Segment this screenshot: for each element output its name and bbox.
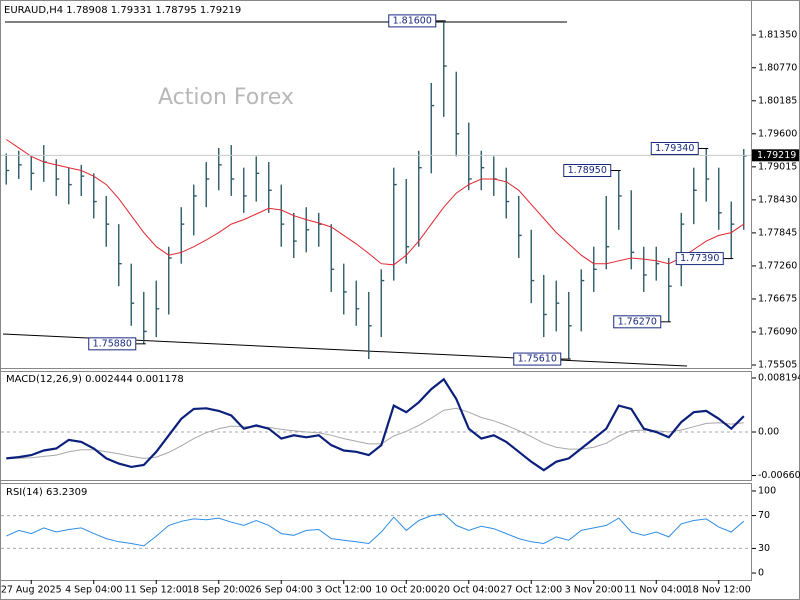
x-tick-label: 27 Aug 2025 xyxy=(1,585,62,596)
y-tick-label: 1.80770 xyxy=(758,62,797,73)
x-tick-label: 10 Oct 20:00 xyxy=(375,585,437,596)
macd-line xyxy=(6,377,745,472)
x-tick-label: 26 Sep 04:00 xyxy=(250,585,313,596)
watermark: Action Forex xyxy=(158,85,294,110)
x-tick-label: 20 Oct 04:00 xyxy=(438,585,500,596)
rsi-panel xyxy=(0,483,752,581)
annotation-label: 1.78950 xyxy=(568,165,607,176)
price-title: EURAUD,H4 1.78908 1.79331 1.78795 1.7921… xyxy=(4,5,241,16)
y-tick-label: 1.77845 xyxy=(758,227,797,238)
y-tick-label: 1.81350 xyxy=(758,30,797,41)
x-tick-label: 11 Sep 12:00 xyxy=(125,585,188,596)
macd-line xyxy=(6,407,744,459)
price-panel xyxy=(0,0,752,369)
y-tick-label: 30 xyxy=(758,543,770,554)
annotation-label: 1.76270 xyxy=(618,316,657,327)
annotation-label: 1.79340 xyxy=(655,143,694,154)
y-tick-label: 70 xyxy=(758,510,770,521)
x-tick-label: 11 Nov 04:00 xyxy=(624,585,688,596)
x-tick-label: 3 Oct 12:00 xyxy=(316,585,372,596)
x-tick-label: 18 Sep 20:00 xyxy=(187,585,250,596)
annotation-box xyxy=(388,14,437,28)
y-tick-label: 1.76090 xyxy=(758,326,797,337)
annotation-label: 1.75880 xyxy=(93,338,132,349)
annotation-label: 1.77390 xyxy=(680,253,719,264)
y-tick-label: 1.78430 xyxy=(758,194,797,205)
annotation-box xyxy=(675,252,724,266)
y-tick-label: 1.79015 xyxy=(758,161,797,172)
y-tick-label: 1.75505 xyxy=(758,360,797,371)
y-tick-label: 0 xyxy=(758,568,764,579)
y-tick-label: 1.80185 xyxy=(758,95,797,106)
annotation-box xyxy=(650,141,699,155)
annotation-box xyxy=(613,315,662,329)
y-tick-label: 1.76675 xyxy=(758,293,797,304)
macd-title: MACD(12,26,9) 0.002444 0.001178 xyxy=(6,374,184,385)
last-price-box xyxy=(752,149,799,162)
y-tick-label: 100 xyxy=(758,485,776,496)
x-tick-label: 18 Nov 12:00 xyxy=(687,585,751,596)
x-tick-label: 3 Nov 20:00 xyxy=(565,585,623,596)
annotation-box xyxy=(563,164,612,178)
annotation-box xyxy=(513,352,562,366)
y-tick-label: 1.77260 xyxy=(758,260,797,271)
last-price-label: 1.79219 xyxy=(757,150,796,161)
x-tick-label: 4 Sep 04:00 xyxy=(65,585,122,596)
x-tick-label: 27 Oct 12:00 xyxy=(500,585,562,596)
y-tick-label: 0.00 xyxy=(758,427,779,438)
macd-panel xyxy=(0,371,752,481)
y-tick-label: 1.79600 xyxy=(758,128,797,139)
annotation-label: 1.81600 xyxy=(393,15,432,26)
annotation-box xyxy=(88,337,137,351)
y-tick-label: 0.008194 xyxy=(758,372,800,383)
y-tick-label: -0.006604 xyxy=(758,470,800,481)
annotation-label: 1.75610 xyxy=(518,354,557,365)
rsi-line xyxy=(6,513,745,547)
moving-average xyxy=(6,139,745,266)
rsi-title: RSI(14) 63.2309 xyxy=(6,487,87,498)
